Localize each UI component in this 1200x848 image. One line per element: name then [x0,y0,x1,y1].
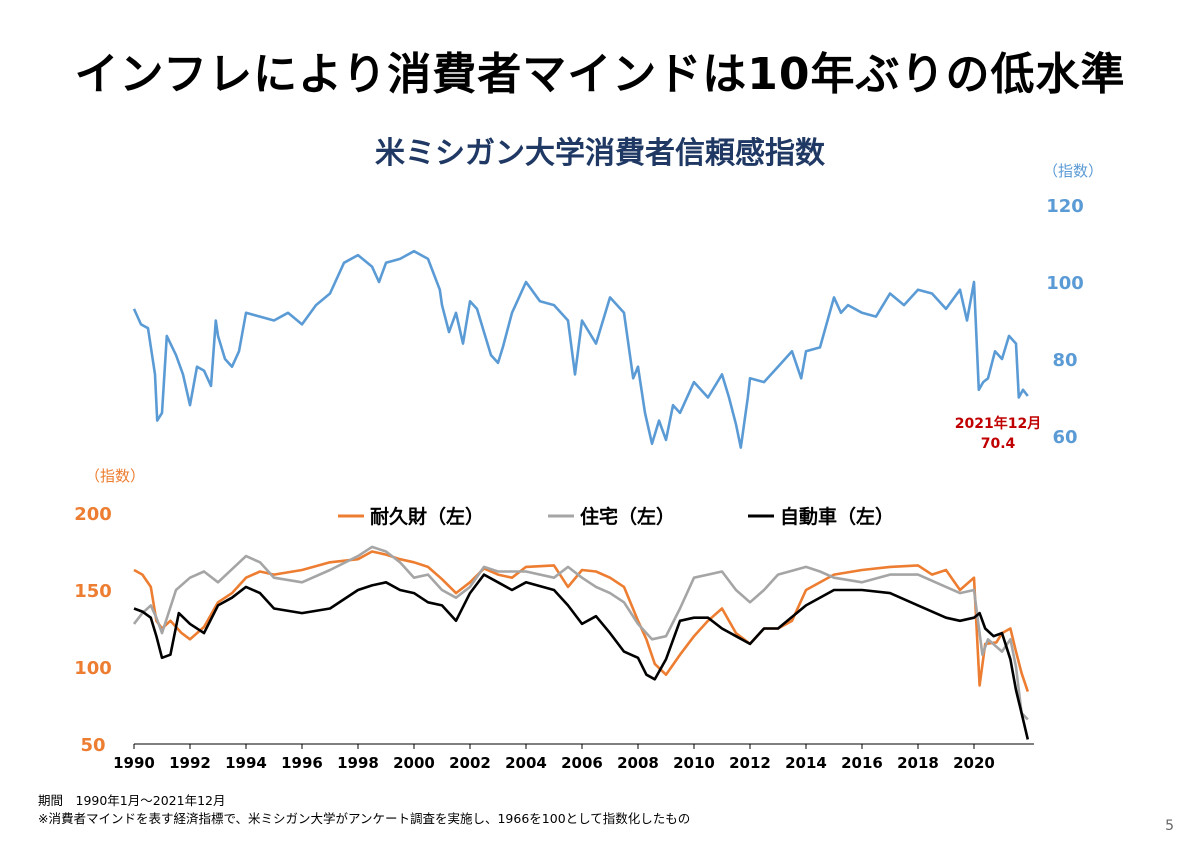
x-tick-label: 2016 [841,754,883,772]
x-tick-label: 1994 [225,754,267,772]
bottom-y-tick-label: 100 [74,658,112,679]
x-tick-label: 2000 [393,754,435,772]
legend-automobile-label: 自動車（左） [780,505,894,528]
automobile-line [133,573,1030,740]
top-y-tick-label: 80 [1052,350,1077,371]
x-tick-label: 2004 [505,754,547,772]
x-tick-label: 1992 [169,754,211,772]
housing-line [132,545,1029,721]
bottom-y-tick-label: 150 [74,581,112,602]
bottom-y-tick-label: 200 [74,504,112,525]
chart-title: 米ミシガン大学消費者信頼感指数 [375,136,825,171]
x-tick-label: 2018 [897,754,939,772]
durable-goods-line [133,550,1030,693]
footnote: ※消費者マインドを表す経済指標で、米ミシガン大学がアンケート調査を実施し、196… [38,811,691,826]
annotation-date: 2021年12月 [955,415,1041,432]
annotation-value: 70.4 [981,436,1016,452]
x-tick-label: 2012 [729,754,771,772]
x-tick-label: 2020 [953,754,995,772]
bottom-y-axis-unit: （指数） [85,467,145,485]
x-tick-label: 2010 [673,754,715,772]
legend-durable-goods-label: 耐久財（左） [370,505,484,528]
top-y-axis-unit: （指数） [1043,162,1103,180]
x-tick-label: 1996 [281,754,323,772]
x-tick-label: 2014 [785,754,827,772]
slide-title: インフレにより消費者マインドは10年ぶりの低水準 [74,49,1126,100]
top-y-tick-label: 60 [1052,427,1077,448]
page-number: 5 [1165,818,1174,834]
x-tick-label: 1998 [337,754,379,772]
legend-housing-label: 住宅（左） [580,505,675,528]
top-y-tick-label: 100 [1046,273,1084,294]
top-y-tick-label: 120 [1046,196,1084,217]
period-note: 期間 1990年1月～2021年12月 [38,793,226,808]
x-tick-label: 1990 [113,754,155,772]
x-tick-label: 2008 [617,754,659,772]
sentiment-index-line [132,249,1029,449]
x-tick-label: 2006 [561,754,603,772]
x-tick-label: 2002 [449,754,491,772]
bottom-y-tick-label: 50 [80,735,105,756]
